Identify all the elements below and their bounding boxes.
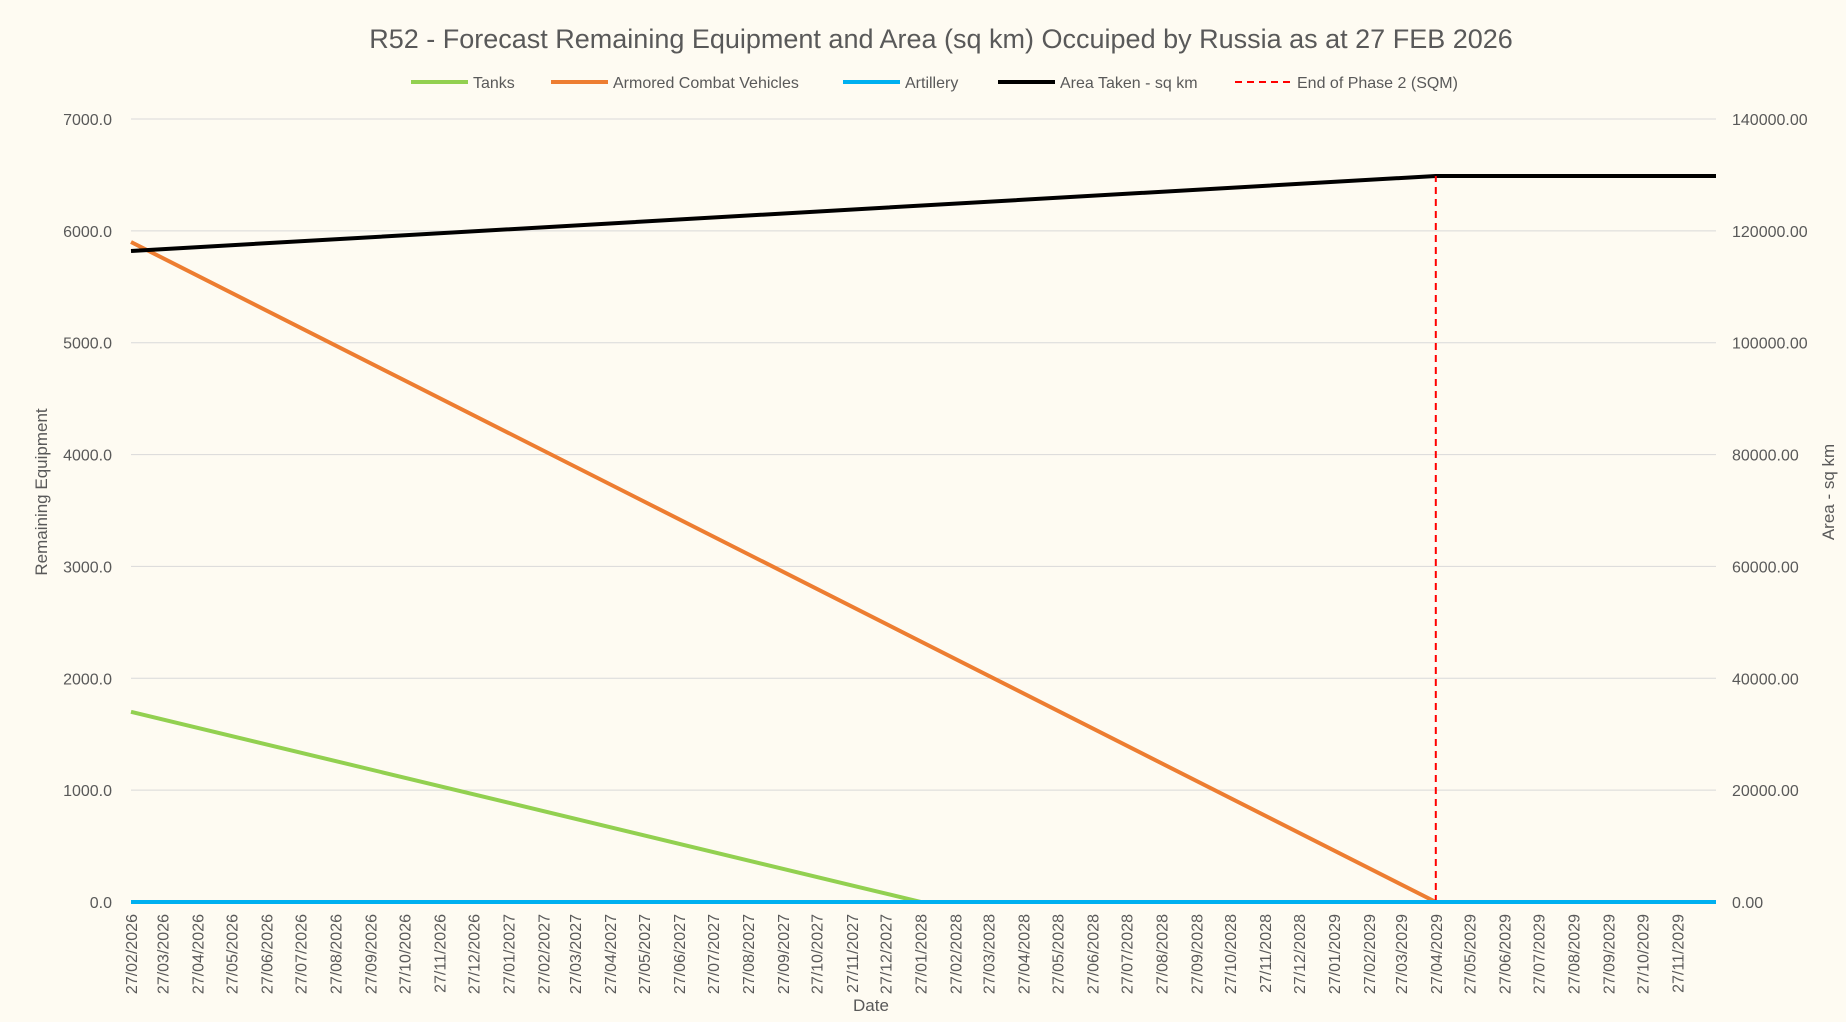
x-tick-label: 27/11/2028 xyxy=(1258,914,1275,993)
legend-label: Area Taken - sq km xyxy=(1060,75,1198,92)
y-axis-right: 0.00 20000.00 40000.00 60000.00 80000.00 1000… xyxy=(1732,112,1808,912)
x-tick-label: 27/03/2027 xyxy=(568,914,585,994)
x-tick-label: 27/03/2028 xyxy=(981,914,998,994)
x-tick-label: 27/10/2027 xyxy=(810,914,827,994)
y-axis-title: Remaining Equipment xyxy=(32,408,51,576)
y-axis-left: 0.0 1000.0 2000.0 3000.0 4000.0 5000.0 6000.0 7… xyxy=(63,112,112,912)
x-tick-label: 27/10/2028 xyxy=(1223,914,1240,994)
x-tick-label: 27/04/2026 xyxy=(191,914,208,994)
legend-label: Artillery xyxy=(905,75,958,92)
x-tick-label: 27/11/2027 xyxy=(845,914,862,993)
legend-label: Tanks xyxy=(473,75,515,92)
y-tick-label: 5000.0 xyxy=(63,336,112,353)
x-tick-label: 27/01/2028 xyxy=(914,914,931,994)
x-tick-label: 27/01/2029 xyxy=(1327,914,1344,994)
y2-tick-label: 120000.00 xyxy=(1732,224,1808,241)
y2-tick-label: 20000.00 xyxy=(1732,783,1799,800)
x-tick-label: 27/06/2026 xyxy=(260,914,277,994)
legend-item: End of Phase 2 (SQM) xyxy=(1235,75,1458,92)
x-tick-label: 27/12/2026 xyxy=(466,914,483,994)
x-tick-label: 27/05/2029 xyxy=(1463,914,1480,994)
y-tick-label: 4000.0 xyxy=(63,448,112,465)
y2-tick-label: 0.00 xyxy=(1732,895,1763,912)
x-tick-label: 27/02/2027 xyxy=(536,914,553,994)
x-tick-label: 27/04/2027 xyxy=(603,914,620,994)
series-line-area-taken-sq-km xyxy=(130,174,1716,253)
y-tick-label: 6000.0 xyxy=(63,224,112,241)
y2-tick-label: 40000.00 xyxy=(1732,671,1799,688)
x-tick-label: 27/06/2027 xyxy=(672,914,689,994)
y-tick-label: 0.0 xyxy=(90,895,112,912)
x-tick-label: 27/10/2029 xyxy=(1636,914,1653,994)
series-line-armored-combat-vehicles xyxy=(130,240,1716,904)
x-tick-label: 27/08/2029 xyxy=(1567,914,1584,994)
x-tick-label: 27/09/2029 xyxy=(1602,914,1619,994)
series-line-tanks xyxy=(130,709,1716,904)
x-axis: 27/02/2026 27/03/2026 27/04/2026 27/05/2026… xyxy=(124,914,1688,994)
x-tick-label: 27/04/2029 xyxy=(1429,914,1446,994)
x-tick-label: 27/05/2027 xyxy=(637,914,654,994)
x-tick-label: 27/04/2028 xyxy=(1016,914,1033,994)
y2-tick-label: 100000.00 xyxy=(1732,336,1808,353)
x-tick-label: 27/03/2029 xyxy=(1394,914,1411,994)
y2-tick-label: 140000.00 xyxy=(1732,112,1808,129)
x-tick-label: 27/11/2026 xyxy=(432,914,449,993)
x-tick-label: 27/05/2026 xyxy=(225,914,242,994)
y-tick-label: 2000.0 xyxy=(63,671,112,688)
x-tick-label: 27/01/2027 xyxy=(501,914,518,994)
y2-tick-label: 60000.00 xyxy=(1732,559,1799,576)
x-tick-label: 27/02/2029 xyxy=(1362,914,1379,994)
x-tick-label: 27/10/2026 xyxy=(397,914,414,994)
y2-axis-title: Area - sq km xyxy=(1819,444,1838,540)
x-axis-title: Date xyxy=(853,996,889,1015)
x-tick-label: 27/11/2029 xyxy=(1671,914,1688,993)
legend-label: Armored Combat Vehicles xyxy=(613,75,799,92)
x-tick-label: 27/09/2028 xyxy=(1189,914,1206,994)
y2-tick-label: 80000.00 xyxy=(1732,448,1799,465)
y-tick-label: 3000.0 xyxy=(63,559,112,576)
x-tick-label: 27/12/2028 xyxy=(1292,914,1309,994)
x-tick-label: 27/03/2026 xyxy=(156,914,173,994)
x-tick-label: 27/02/2028 xyxy=(949,914,966,994)
x-tick-label: 27/07/2026 xyxy=(293,914,310,994)
x-tick-label: 27/05/2028 xyxy=(1050,914,1067,994)
legend-item: Area Taken - sq km xyxy=(998,75,1198,92)
legend-item: Artillery xyxy=(843,75,958,92)
y-tick-label: 7000.0 xyxy=(63,112,112,129)
legend-item: Tanks xyxy=(411,75,515,92)
x-tick-label: 27/07/2027 xyxy=(706,914,723,994)
x-tick-label: 27/06/2028 xyxy=(1085,914,1102,994)
x-tick-label: 27/08/2027 xyxy=(741,914,758,994)
x-tick-label: 27/02/2026 xyxy=(124,914,141,994)
x-tick-label: 27/09/2027 xyxy=(776,914,793,994)
legend: Tanks Armored Combat Vehicles Artillery Are… xyxy=(411,75,1458,92)
chart-title: R52 - Forecast Remaining Equipment and A… xyxy=(369,24,1513,54)
x-tick-label: 27/07/2028 xyxy=(1119,914,1136,994)
series-layer xyxy=(130,174,1716,904)
x-tick-label: 27/07/2029 xyxy=(1532,914,1549,994)
x-tick-label: 27/08/2026 xyxy=(328,914,345,994)
x-tick-label: 27/12/2027 xyxy=(879,914,896,994)
x-tick-label: 27/08/2028 xyxy=(1154,914,1171,994)
legend-label: End of Phase 2 (SQM) xyxy=(1297,75,1458,92)
x-tick-label: 27/09/2026 xyxy=(364,914,381,994)
x-tick-label: 27/06/2029 xyxy=(1498,914,1515,994)
legend-item: Armored Combat Vehicles xyxy=(551,75,799,92)
y-tick-label: 1000.0 xyxy=(63,783,112,800)
